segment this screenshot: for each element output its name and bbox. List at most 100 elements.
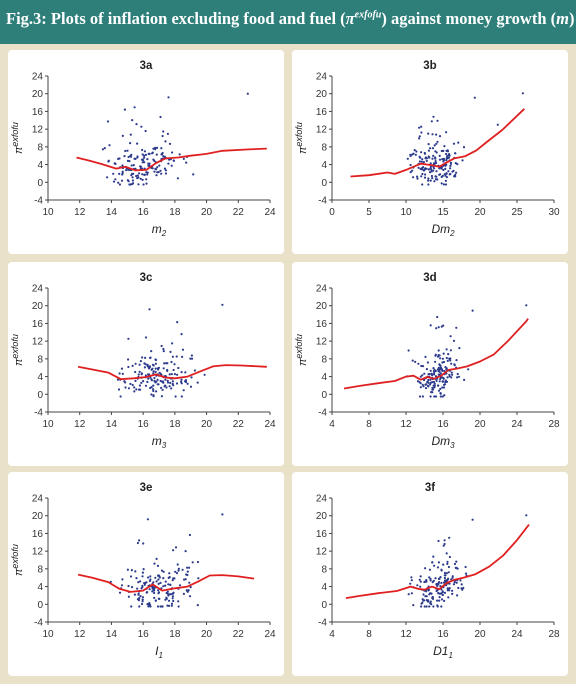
data-point: [161, 388, 164, 391]
data-point: [170, 387, 173, 390]
data-point: [129, 142, 132, 145]
data-point: [155, 390, 158, 393]
data-point: [141, 596, 144, 599]
data-point: [435, 327, 438, 330]
data-point: [440, 569, 443, 572]
data-point: [177, 569, 180, 572]
data-point: [434, 156, 437, 159]
data-point: [177, 567, 180, 570]
data-point: [419, 375, 422, 378]
data-point: [146, 171, 149, 174]
x-tick-label: 10: [42, 629, 54, 640]
data-point: [441, 158, 444, 161]
data-point: [181, 568, 184, 571]
data-point: [437, 389, 441, 392]
data-point: [160, 153, 163, 156]
data-point: [171, 380, 174, 383]
data-point: [135, 123, 138, 126]
trend-line: [345, 524, 530, 599]
data-point: [148, 365, 151, 368]
x-tick-label: 24: [264, 629, 276, 640]
data-point: [121, 173, 124, 176]
data-point: [433, 180, 436, 183]
data-point: [137, 373, 140, 376]
data-point: [436, 140, 439, 143]
panel-background: [8, 50, 284, 254]
data-point: [419, 580, 422, 583]
data-point: [437, 373, 440, 376]
data-point: [176, 563, 179, 566]
data-point: [434, 150, 437, 153]
data-point: [449, 162, 453, 165]
data-point: [451, 373, 454, 376]
data-point: [135, 577, 138, 580]
data-point: [441, 357, 444, 360]
y-tick-label: 8: [37, 354, 43, 365]
data-point: [155, 153, 158, 156]
data-point: [107, 159, 110, 162]
data-point: [169, 350, 172, 353]
data-point: [142, 568, 145, 571]
data-point: [138, 363, 141, 366]
chart-title: 3e: [140, 482, 153, 494]
data-point: [411, 169, 414, 172]
data-point: [118, 157, 121, 160]
x-tick-label: 16: [437, 419, 449, 430]
x-tick-label: 30: [548, 207, 560, 218]
data-point: [138, 597, 141, 600]
data-point: [167, 594, 170, 597]
data-point: [155, 580, 158, 583]
data-point: [144, 153, 147, 156]
data-point: [432, 154, 435, 157]
data-point: [440, 182, 443, 185]
data-point: [413, 149, 416, 152]
data-point: [172, 159, 175, 162]
data-point: [407, 593, 410, 596]
data-point: [131, 119, 134, 122]
data-point: [437, 581, 441, 584]
data-point: [422, 593, 425, 596]
data-point: [157, 578, 160, 581]
data-point: [445, 356, 448, 360]
data-point: [138, 370, 141, 373]
data-point: [172, 549, 175, 552]
data-point: [134, 570, 137, 573]
data-point: [159, 379, 162, 383]
data-point: [451, 589, 454, 592]
data-point: [108, 144, 111, 147]
y-tick-label: 4: [37, 582, 43, 593]
data-point: [444, 183, 448, 186]
data-point: [443, 394, 446, 397]
data-point: [433, 382, 436, 385]
data-point: [130, 586, 134, 589]
data-point: [129, 575, 133, 578]
y-tick-label: -4: [318, 196, 327, 207]
data-point: [440, 376, 443, 379]
data-point: [416, 380, 420, 383]
data-point: [151, 367, 154, 370]
data-point: [164, 378, 167, 381]
data-point: [417, 362, 420, 365]
data-point: [416, 177, 419, 180]
x-tick-label: 12: [400, 419, 412, 430]
data-point: [155, 174, 158, 177]
data-point: [189, 586, 192, 589]
data-point: [175, 382, 179, 385]
data-point: [438, 167, 441, 170]
data-point: [146, 173, 149, 176]
data-point: [454, 175, 457, 178]
x-tick-label: 14: [106, 419, 118, 430]
y-tick-label: -4: [34, 196, 43, 207]
data-point: [134, 379, 137, 382]
data-point: [452, 583, 455, 586]
data-point: [140, 372, 143, 375]
data-point: [418, 135, 421, 138]
data-point: [171, 342, 174, 345]
data-point: [455, 171, 458, 174]
data-point: [442, 168, 445, 172]
data-point: [148, 373, 151, 376]
data-point: [171, 597, 174, 600]
data-point: [439, 364, 442, 367]
title-prefix: Fig.3: Plots of inflation excluding food…: [6, 9, 346, 28]
